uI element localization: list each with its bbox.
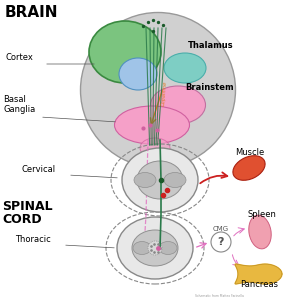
Text: Cervical: Cervical <box>22 165 56 174</box>
Ellipse shape <box>164 53 206 83</box>
Text: Muscle: Muscle <box>235 148 264 157</box>
Ellipse shape <box>89 21 161 83</box>
Text: BRAIN: BRAIN <box>5 5 58 20</box>
Text: Spleen: Spleen <box>248 210 277 219</box>
Ellipse shape <box>119 58 157 90</box>
Text: Thoracic: Thoracic <box>15 235 51 244</box>
Text: Brainstem: Brainstem <box>185 83 234 92</box>
Ellipse shape <box>122 148 198 212</box>
Text: Cortex: Cortex <box>5 53 33 62</box>
Ellipse shape <box>81 13 236 167</box>
Ellipse shape <box>140 138 170 158</box>
Text: SPINAL
CORD: SPINAL CORD <box>2 200 53 226</box>
Text: Pancreas: Pancreas <box>240 280 278 289</box>
Text: Dopamine: Dopamine <box>161 80 168 106</box>
Ellipse shape <box>233 156 265 180</box>
Text: CMG: CMG <box>213 226 229 232</box>
Ellipse shape <box>132 230 178 266</box>
Ellipse shape <box>133 242 151 254</box>
Text: Thalamus: Thalamus <box>188 41 234 50</box>
Ellipse shape <box>137 161 183 199</box>
Circle shape <box>148 241 162 255</box>
Ellipse shape <box>249 215 271 249</box>
Ellipse shape <box>117 217 193 279</box>
Ellipse shape <box>150 86 206 124</box>
Circle shape <box>211 232 231 252</box>
Ellipse shape <box>114 106 190 144</box>
Ellipse shape <box>134 172 156 188</box>
Text: Basal
Ganglia: Basal Ganglia <box>3 95 35 114</box>
Ellipse shape <box>159 242 177 254</box>
Text: ?: ? <box>218 237 224 247</box>
Text: Schematic from Matteo Farinella: Schematic from Matteo Farinella <box>195 294 244 298</box>
Ellipse shape <box>164 172 186 188</box>
Polygon shape <box>235 264 282 284</box>
